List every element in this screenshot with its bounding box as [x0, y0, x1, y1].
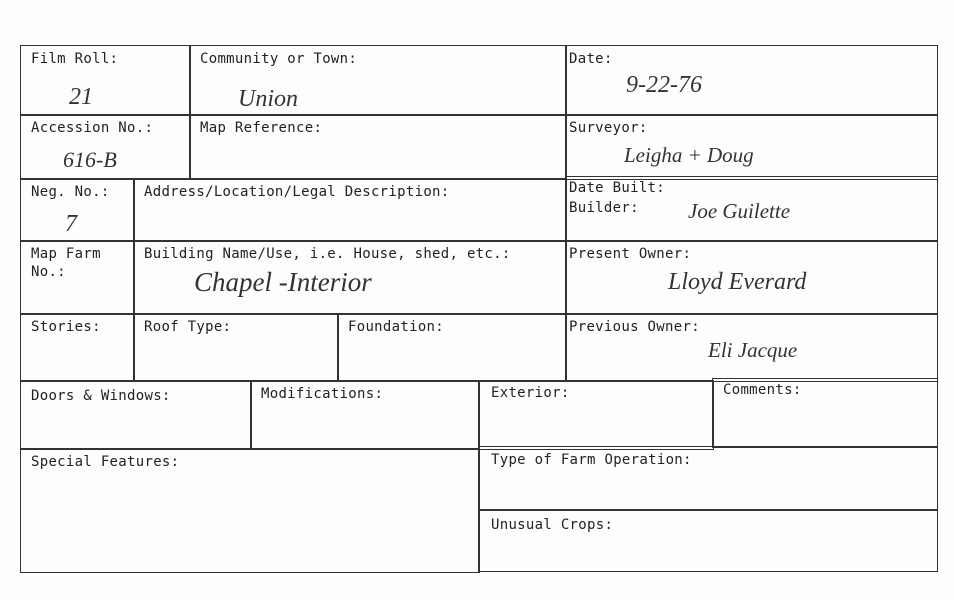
- surveyor-cell: Surveyor: Leigha + Doug: [565, 114, 938, 180]
- previous-owner-label: Previous Owner:: [569, 319, 700, 335]
- map-farm-cell: Map Farm No.:: [20, 240, 135, 315]
- date-value: 9-22-76: [626, 72, 702, 98]
- doors-windows-label: Doors & Windows:: [31, 388, 171, 404]
- foundation-label: Foundation:: [348, 319, 445, 335]
- accession-label: Accession No.:: [31, 120, 154, 136]
- film-roll-label: Film Roll:: [31, 51, 119, 67]
- present-owner-label: Present Owner:: [569, 246, 692, 262]
- exterior-label: Exterior:: [491, 385, 570, 401]
- community-label: Community or Town:: [200, 51, 358, 67]
- date-built-label: Date Built:: [569, 180, 666, 196]
- date-cell: Date: 9-22-76: [565, 45, 938, 116]
- roof-type-label: Roof Type:: [144, 319, 232, 335]
- unusual-crops-cell: Unusual Crops:: [478, 509, 938, 572]
- builder-value: Joe Guilette: [688, 199, 791, 223]
- comments-cell: Comments:: [712, 378, 938, 448]
- film-roll-value: 21: [69, 84, 93, 110]
- building-name-value: Chapel -Interior: [194, 267, 372, 297]
- comments-label: Comments:: [723, 382, 802, 398]
- address-label: Address/Location/Legal Description:: [144, 184, 450, 200]
- doors-windows-cell: Doors & Windows:: [20, 380, 252, 450]
- stories-label: Stories:: [31, 319, 101, 335]
- farm-operation-cell: Type of Farm Operation:: [478, 446, 938, 511]
- neg-no-value: 7: [65, 211, 77, 237]
- surveyor-label: Surveyor:: [569, 120, 648, 136]
- special-features-label: Special Features:: [31, 454, 180, 470]
- building-name-label: Building Name/Use, i.e. House, shed, etc…: [144, 246, 511, 262]
- unusual-crops-label: Unusual Crops:: [491, 517, 614, 533]
- community-cell: Community or Town: Union: [189, 45, 567, 116]
- accession-value: 616-B: [63, 147, 117, 172]
- neg-no-cell: Neg. No.: 7: [20, 178, 135, 242]
- previous-owner-cell: Previous Owner: Eli Jacque: [565, 313, 938, 382]
- modifications-cell: Modifications:: [250, 380, 480, 450]
- present-owner-cell: Present Owner: Lloyd Everard: [565, 240, 938, 315]
- farm-operation-label: Type of Farm Operation:: [491, 452, 692, 468]
- map-reference-cell: Map Reference:: [189, 114, 567, 180]
- surveyor-value: Leigha + Doug: [624, 143, 754, 167]
- foundation-cell: Foundation:: [337, 313, 567, 382]
- neg-no-label: Neg. No.:: [31, 184, 110, 200]
- special-features-cell: Special Features:: [20, 448, 480, 573]
- film-roll-cell: Film Roll: 21: [20, 45, 191, 116]
- map-reference-label: Map Reference:: [200, 120, 323, 136]
- map-farm-label: Map Farm No.:: [31, 246, 101, 280]
- present-owner-value: Lloyd Everard: [668, 269, 807, 295]
- community-value: Union: [238, 86, 298, 112]
- previous-owner-value: Eli Jacque: [708, 338, 798, 362]
- exterior-cell: Exterior:: [478, 380, 714, 450]
- modifications-label: Modifications:: [261, 386, 384, 402]
- accession-cell: Accession No.: 616-B: [20, 114, 191, 180]
- address-cell: Address/Location/Legal Description:: [133, 178, 567, 242]
- date-built-builder-cell: Date Built: Builder: Joe Guilette: [565, 176, 938, 242]
- builder-label: Builder:: [569, 200, 639, 216]
- building-name-cell: Building Name/Use, i.e. House, shed, etc…: [133, 240, 567, 315]
- date-label: Date:: [569, 51, 613, 67]
- stories-cell: Stories:: [20, 313, 135, 382]
- roof-type-cell: Roof Type:: [133, 313, 339, 382]
